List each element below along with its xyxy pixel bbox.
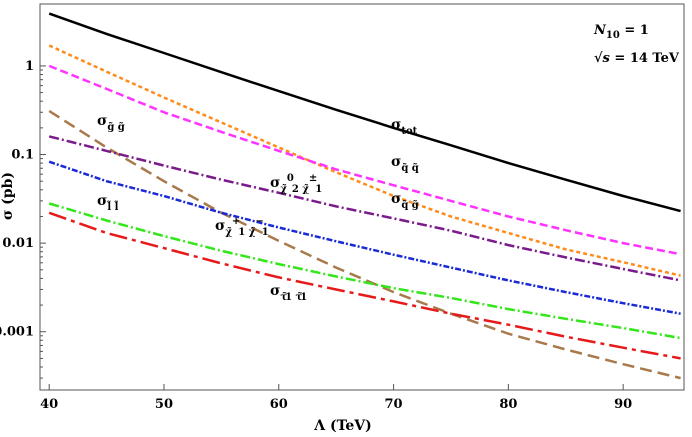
x-tick-label: 70 [385, 397, 403, 412]
curve-label-part: σ [391, 117, 401, 133]
plot-frame [39, 3, 685, 391]
curve-label-part: tot [401, 126, 417, 137]
curve-label-part: + [232, 216, 240, 227]
curve-label-part: σ [391, 191, 401, 207]
series-line-tot [48, 12, 681, 213]
curve-label-part: − [255, 216, 263, 227]
curve-label-stausta: στ̃1 τ̃1 [270, 283, 307, 303]
y-tick-label: 1 [25, 59, 34, 74]
annotations: N10 = 1 √s = 14 TeV [593, 23, 680, 66]
curve-label-part: σ [97, 113, 107, 129]
curve-label-part: ± [309, 173, 317, 184]
curve-label-part: χ̃ [299, 184, 309, 195]
curve-label-chipchim: σχ̃+ 1 χ̃− 1 [215, 216, 269, 238]
curve-label-sqsg: σq̃ g̃ [391, 191, 419, 211]
curve-label-sgsg: σg̃ g̃ [97, 113, 125, 133]
x-tick-label: 50 [155, 397, 173, 412]
x-axis-title: Λ (TeV) [313, 418, 372, 434]
series-line-chi02chipm [48, 135, 681, 282]
y-tick-label: 0.1 [11, 148, 34, 163]
curve-label-part: σ [270, 175, 280, 191]
series-line-chipchim [48, 160, 681, 315]
x-tick-label: 80 [499, 397, 517, 412]
annotation-part: = 1 [620, 23, 649, 38]
curve-label-part: l̃ l̃ [106, 201, 118, 213]
curve-label-part: 2 [292, 184, 299, 195]
curve-label-tot: σtot [391, 117, 418, 137]
annotation-part: √s [594, 51, 611, 66]
curve-label-part: g̃ g̃ [107, 122, 124, 133]
curve-label-sqsq: σq̃ q̃ [391, 154, 419, 174]
y-tick-label: 0.001 [0, 325, 34, 340]
curve-label-part: 1 [315, 184, 322, 195]
curve-label-part: χ̃ [245, 227, 255, 238]
curve-label-part: 1 [285, 292, 292, 303]
curve-label-part: σ [215, 218, 225, 234]
curves [48, 12, 681, 380]
series-line-sgsg [48, 109, 681, 380]
curve-label-chi02chipm: σχ̃0 2 χ̃± 1 [270, 173, 322, 195]
curve-label-part: 1 [300, 292, 307, 303]
curve-label-part: σ [97, 193, 107, 209]
curve-label-part: τ̃ [280, 292, 287, 303]
x-tick-label: 90 [614, 397, 632, 412]
x-tick-label: 40 [40, 397, 58, 412]
series-line-sqsq [48, 44, 681, 277]
curve-label-part: q̃ g̃ [401, 200, 418, 211]
curve-label-part: σ [391, 154, 401, 170]
series-line-stausta [48, 211, 681, 360]
curve-label-part: 1 [262, 227, 269, 238]
curve-label-part: τ̃ [292, 292, 302, 303]
series-line-sqsg [48, 64, 681, 256]
x-tick-label: 60 [270, 397, 288, 412]
annotation-sqrts: √s = 14 TeV [594, 51, 680, 66]
annotation-n10: N10 = 1 [593, 23, 649, 41]
annotation-part: 10 [606, 30, 620, 41]
series-line-slsl [48, 202, 681, 340]
y-axis-title: σ (pb) [0, 172, 16, 220]
curve-label-slsl: σl̃ l̃ [97, 193, 119, 213]
curve-label-part: 1 [238, 227, 245, 238]
curve-label-part: χ̃ [280, 184, 287, 195]
annotation-part: N [593, 23, 607, 38]
curve-label-part: 0 [287, 173, 294, 184]
annotation-part: = 14 TeV [610, 51, 680, 66]
y-tick-label: 0.01 [2, 236, 34, 251]
curve-label-part: σ [270, 283, 280, 299]
axis-ticks: 40 50 60 70 80 90 1 0.1 0.01 0.001 [0, 59, 632, 412]
curve-label-part: q̃ q̃ [401, 163, 418, 174]
curve-label-part: χ̃ [225, 227, 232, 238]
